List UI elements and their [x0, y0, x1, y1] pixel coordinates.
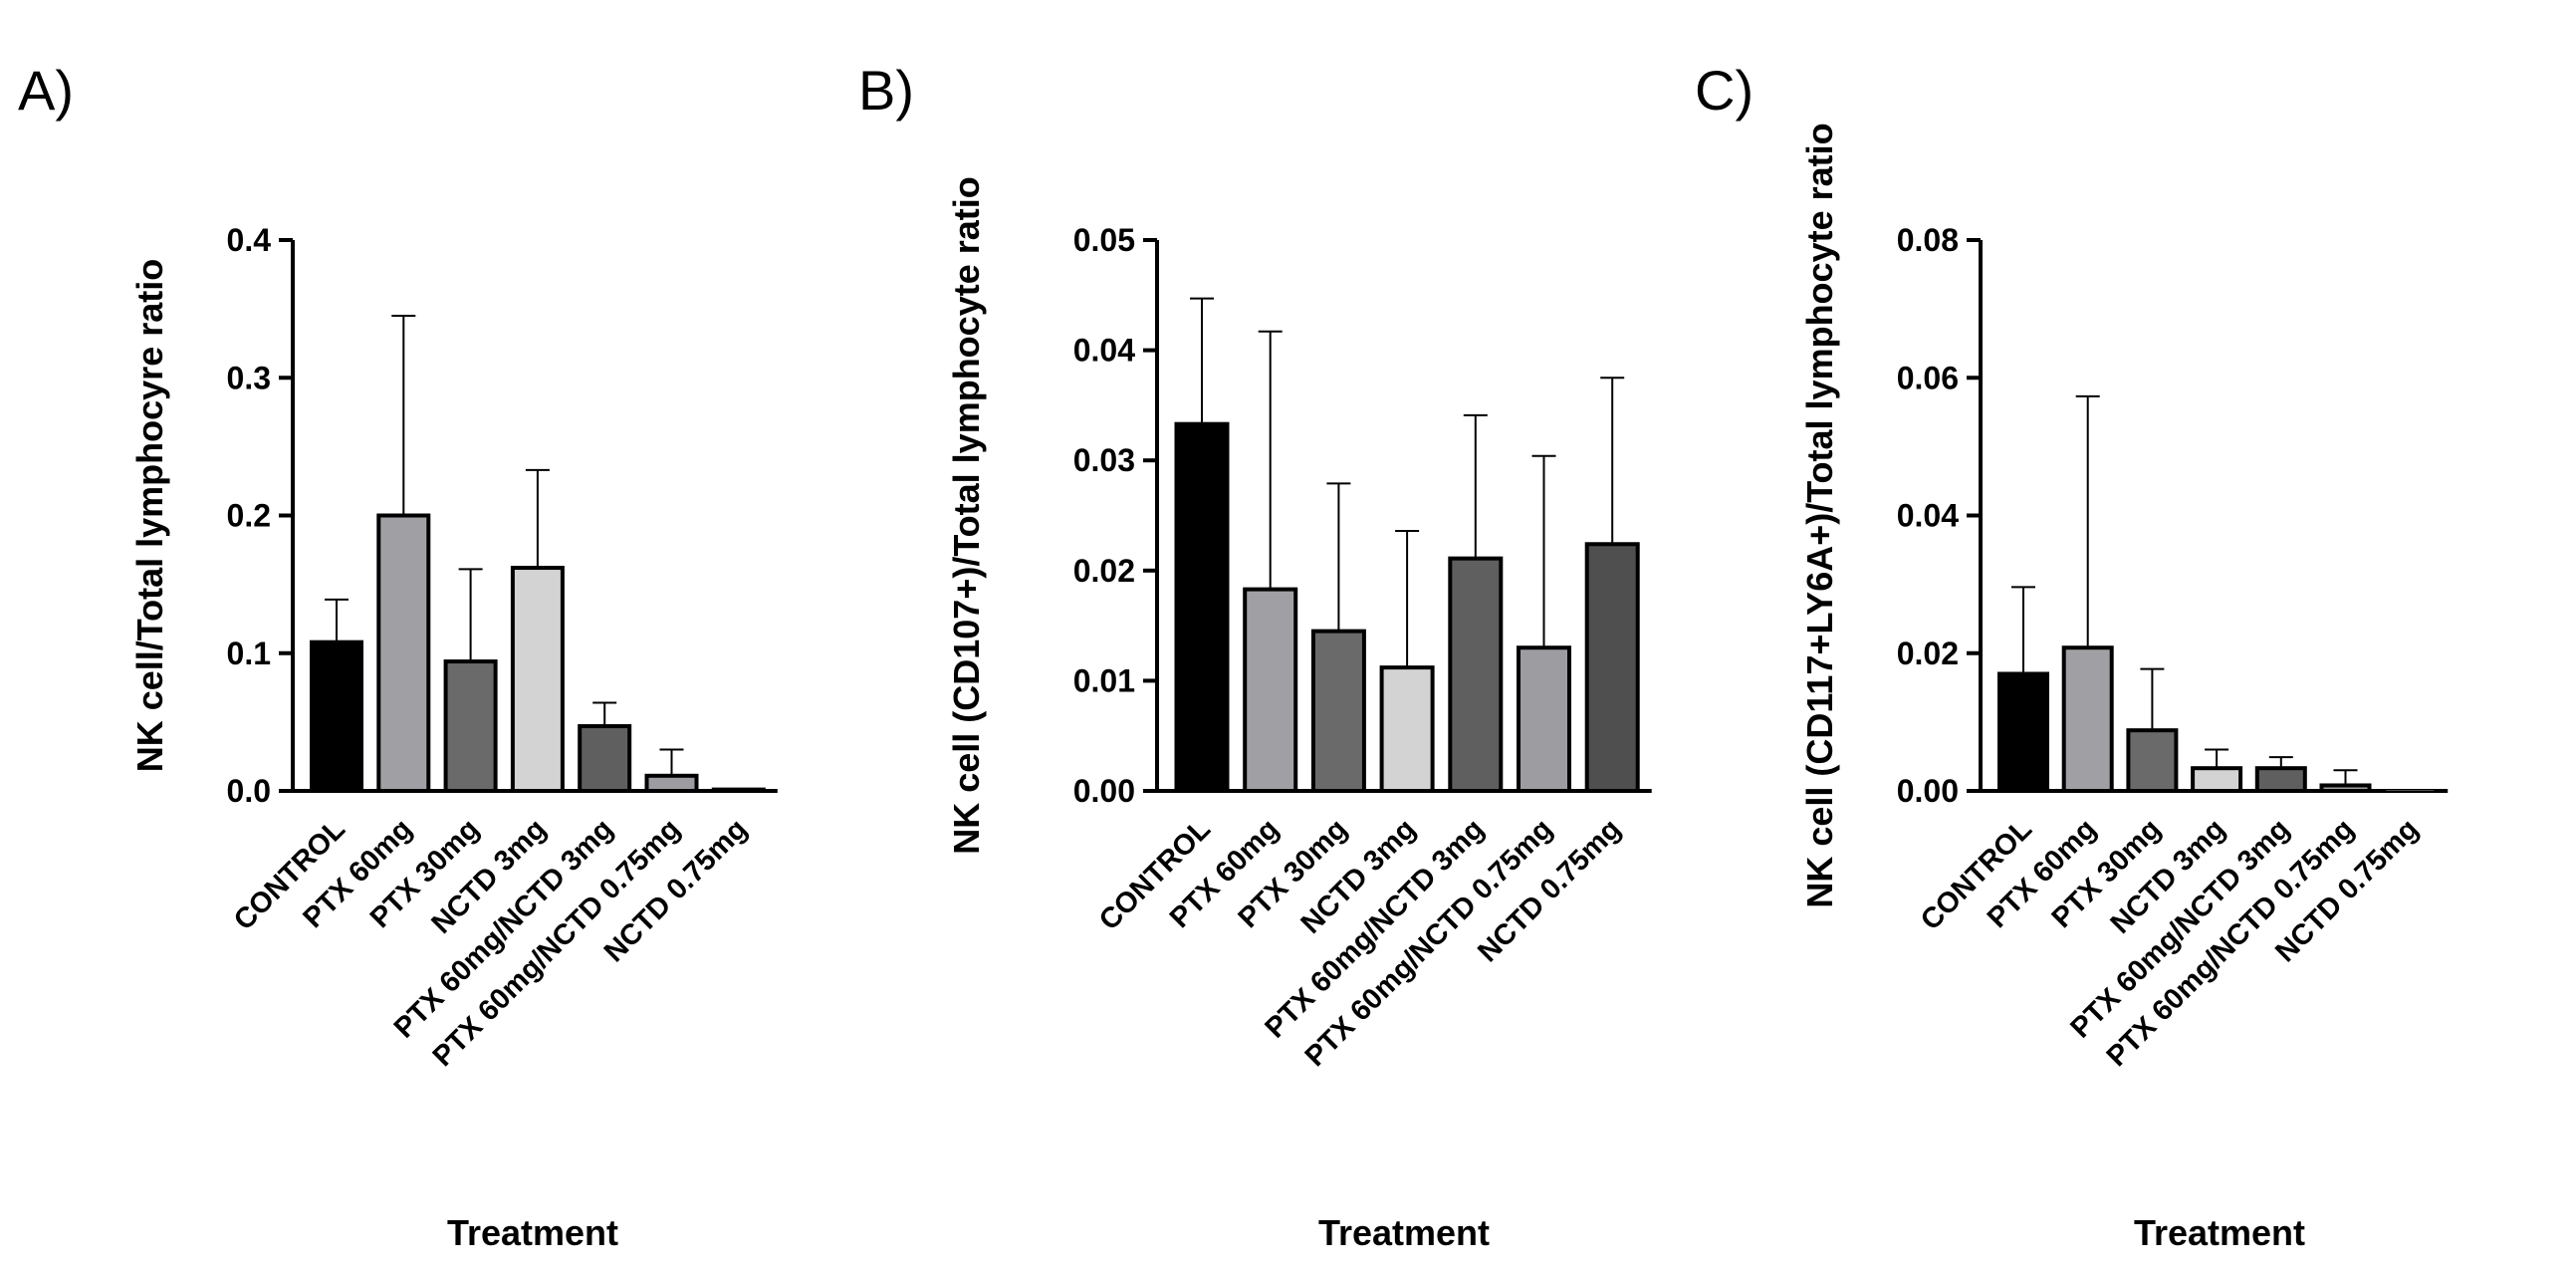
y-tick-label: 0.1 [227, 636, 271, 671]
y-axis-title: NK cell (CD107+)/Total lymphocyte ratio [946, 176, 987, 855]
bar [2191, 766, 2243, 793]
y-tick-label: 0.3 [227, 360, 271, 395]
y-tick-label: 0.01 [1073, 662, 1135, 698]
y-tick-label: 0.2 [227, 498, 271, 534]
chart-panel-2: B) NK cell (CD107+)/Total lymphocyte rati… [858, 59, 1652, 1253]
x-axis-title: Treatment [447, 1212, 618, 1253]
y-tick-label: 0.04 [1073, 333, 1135, 369]
bar [1243, 587, 1298, 793]
y-tick-label: 0.4 [227, 222, 272, 258]
y-tick-label: 0.05 [1073, 222, 1135, 258]
bar [443, 659, 498, 793]
y-tick-label: 0.06 [1897, 360, 1959, 395]
bar [1517, 645, 1571, 793]
bar [2386, 790, 2435, 791]
y-tick-label: 0.04 [1897, 498, 1959, 534]
y-tick-label: 0.00 [1073, 773, 1135, 809]
y-tick-label: 0.00 [1897, 773, 1959, 809]
bar [2126, 728, 2179, 793]
y-tick-label: 0.02 [1897, 636, 1959, 671]
bar [1379, 665, 1435, 793]
bar [1174, 421, 1230, 793]
x-axis-title: Treatment [2134, 1212, 2305, 1253]
y-tick-label: 0.02 [1073, 553, 1135, 589]
bar [2319, 783, 2372, 793]
panel-label: B) [858, 59, 914, 122]
y-tick-label: 0.03 [1073, 442, 1135, 478]
chart-panel-1: A) NK cell/Total lymphocyre ratio Treatmen… [18, 59, 778, 1253]
bar [644, 773, 699, 793]
bar [1448, 556, 1504, 793]
y-axis-title: NK cell (CD117+LY6A+)/Total lymphocyte r… [1799, 123, 1840, 907]
panel-label: C) [1695, 59, 1754, 122]
bar [376, 513, 431, 793]
bar [1997, 671, 2049, 793]
x-axis-title: Treatment [1318, 1212, 1490, 1253]
bar [578, 724, 632, 794]
y-tick-label: 0.08 [1897, 222, 1959, 258]
bar [1310, 629, 1366, 793]
bar [1584, 542, 1640, 793]
bar [310, 639, 363, 793]
bar [711, 787, 766, 793]
bar [2061, 645, 2114, 793]
chart-panel-3: C) NK cell (CD117+LY6A+)/Total lymphocyte… [1695, 59, 2449, 1253]
bar [2254, 766, 2307, 793]
bar [510, 566, 565, 793]
panel-label: A) [18, 59, 74, 122]
y-tick-label: 0.0 [227, 773, 271, 809]
y-axis-title: NK cell/Total lymphocyre ratio [129, 259, 170, 772]
